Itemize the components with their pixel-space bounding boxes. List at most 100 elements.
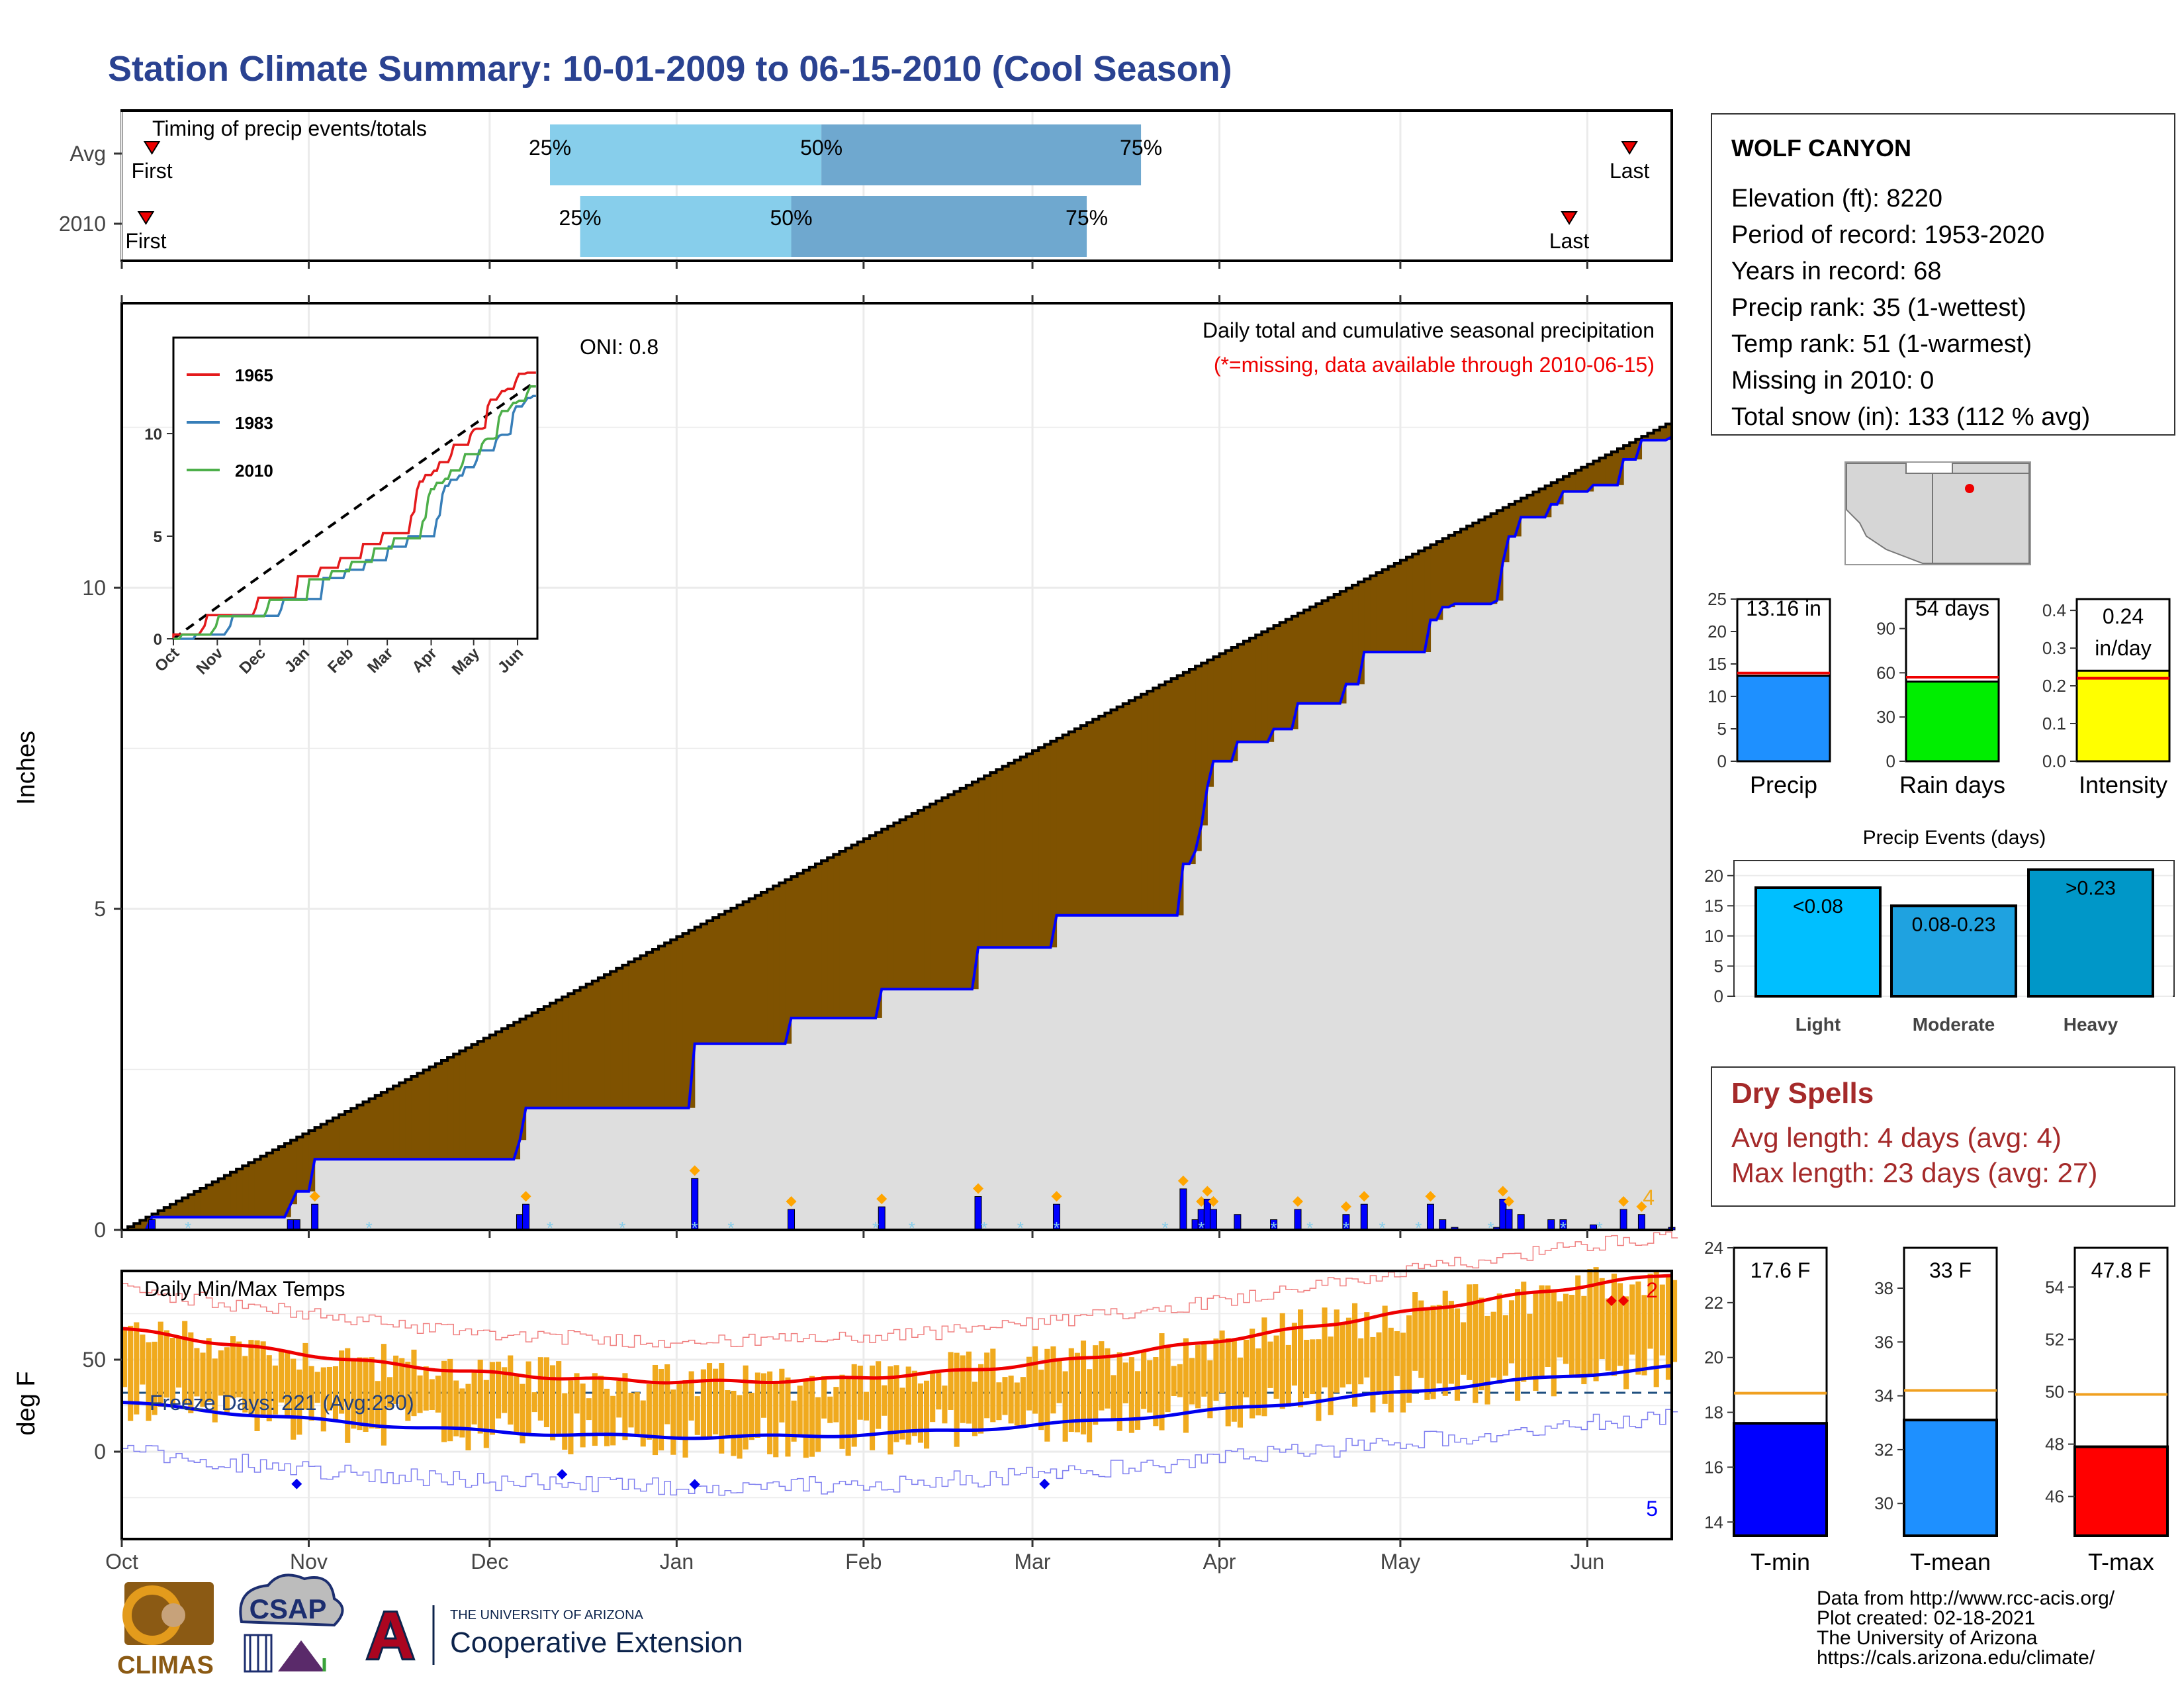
- daily-temp-bar: [206, 1338, 212, 1402]
- daily-temp-bar: [568, 1380, 574, 1454]
- daily-temp-bar: [694, 1396, 700, 1435]
- deficit-area: [1237, 644, 1244, 742]
- t-max-value: 47.8 F: [2091, 1258, 2152, 1282]
- deficit-area: [1093, 719, 1099, 915]
- daily-temp-bar: [670, 1389, 676, 1455]
- deficit-area: [266, 1152, 273, 1217]
- record-high-marker: [1606, 1295, 1617, 1307]
- daily-temp-bar: [278, 1350, 285, 1403]
- month-label: Dec: [471, 1550, 508, 1573]
- deficit-area: [893, 823, 901, 990]
- daily-temp-bar: [905, 1366, 911, 1445]
- precip-header: Daily total and cumulative seasonal prec…: [1203, 318, 1655, 342]
- daily-temp-bar: [725, 1390, 731, 1438]
- daily-precip-bar: [1505, 1209, 1513, 1231]
- deficit-area: [616, 968, 623, 1108]
- daily-temp-bar: [634, 1392, 640, 1437]
- deficit-area: [869, 835, 876, 1018]
- deficit-area: [248, 1162, 255, 1217]
- deficit-area: [960, 788, 967, 990]
- daily-temp-bar: [887, 1366, 893, 1455]
- deficit-area: [899, 820, 907, 990]
- deficit-area: [1370, 575, 1377, 652]
- deficit-area: [550, 1003, 557, 1108]
- deficit-area: [345, 1111, 351, 1160]
- deficit-area: [936, 800, 942, 990]
- deficit-area: [1454, 532, 1461, 604]
- daily-temp-bar: [1177, 1364, 1183, 1397]
- daily-temp-bar: [767, 1371, 773, 1454]
- daily-temp-bar: [363, 1357, 369, 1432]
- deficit-area: [815, 864, 822, 1018]
- trace-day-marker: *: [1198, 1218, 1205, 1238]
- daily-temp-bar: [1521, 1282, 1527, 1382]
- temp-y-axis-label: deg F: [13, 1371, 40, 1435]
- daily-temp-bar: [308, 1366, 314, 1421]
- deficit-area: [357, 1105, 364, 1160]
- heavy-precip-marker: [1177, 1175, 1189, 1186]
- climas-logo-text: CLIMAS: [117, 1652, 214, 1679]
- deficit-area: [471, 1044, 478, 1160]
- deficit-area: [1665, 424, 1672, 440]
- daily-temp-bar: [122, 1327, 128, 1387]
- month-label: Apr: [1203, 1550, 1236, 1573]
- daily-temp-bar: [1201, 1342, 1207, 1397]
- station-location-dot: [1965, 484, 1974, 493]
- deficit-area: [314, 1127, 322, 1160]
- t-min-value: 17.6 F: [1751, 1258, 1811, 1282]
- trace-day-marker: *: [1270, 1218, 1277, 1238]
- daily-temp-bar: [1032, 1346, 1038, 1414]
- footer-plot-created: Plot created: 02-18-2021: [1817, 1607, 2035, 1629]
- daily-temp-bar: [128, 1325, 134, 1421]
- daily-temp-bar: [821, 1376, 827, 1419]
- daily-temp-bar: [1267, 1341, 1273, 1388]
- deficit-area: [1473, 523, 1479, 604]
- heavy-precip-marker: [1051, 1191, 1062, 1202]
- daily-temp-bar: [1394, 1331, 1400, 1376]
- deficit-area: [917, 810, 925, 990]
- heavy-precip-marker: [973, 1183, 984, 1194]
- deficit-area: [1539, 489, 1546, 518]
- daily-temp-bar: [502, 1367, 508, 1413]
- daily-temp-bar: [314, 1372, 320, 1403]
- daily-temp-bar: [1068, 1348, 1074, 1432]
- precip-ytick-label: 10: [82, 576, 106, 600]
- deficit-area: [236, 1168, 243, 1217]
- daily-temp-bar: [700, 1369, 706, 1438]
- daily-temp-bar: [447, 1358, 453, 1442]
- daily-temp-bar: [381, 1344, 387, 1446]
- deficit-area: [924, 807, 931, 990]
- t-mean-tick-label: 32: [1874, 1440, 1893, 1460]
- deficit-area: [1461, 529, 1467, 604]
- deficit-area: [1298, 613, 1304, 704]
- deficit-area: [851, 845, 858, 1018]
- deficit-area: [508, 1025, 514, 1160]
- deficit-area: [1134, 697, 1142, 915]
- deficit-area: [760, 892, 768, 1044]
- precip-tick-label: 15: [1707, 654, 1727, 674]
- daily-temp-bar: [1454, 1308, 1461, 1401]
- page-title: Station Climate Summary: 10-01-2009 to 0…: [108, 49, 1232, 89]
- daily-temp-bar: [1659, 1284, 1665, 1356]
- deficit-area: [1038, 747, 1045, 948]
- deficit-area: [1352, 585, 1359, 684]
- daily-temp-bar: [1291, 1323, 1298, 1386]
- deficit-area: [332, 1117, 340, 1160]
- daily-temp-bar: [332, 1366, 339, 1421]
- deficit-area: [194, 1191, 201, 1217]
- heavy-precip-marker: [1497, 1186, 1508, 1197]
- precip-tick-label: 10: [1707, 686, 1727, 706]
- trace-day-marker: *: [1161, 1218, 1168, 1238]
- timing-label-75: 75%: [1066, 206, 1108, 230]
- events-bar-label: >0.23: [2066, 878, 2116, 900]
- daily-temp-bar: [1322, 1307, 1328, 1387]
- daily-temp-bar: [465, 1383, 471, 1450]
- daily-temp-bar: [1345, 1317, 1352, 1385]
- daily-temp-bar: [1050, 1346, 1056, 1414]
- precip-corner-count: 4: [1643, 1186, 1655, 1209]
- daily-temp-bar: [1255, 1348, 1261, 1416]
- record-low-marker: [1039, 1478, 1050, 1489]
- deficit-area: [1116, 706, 1124, 915]
- deficit-area: [1128, 700, 1136, 915]
- deficit-area: [876, 832, 882, 1018]
